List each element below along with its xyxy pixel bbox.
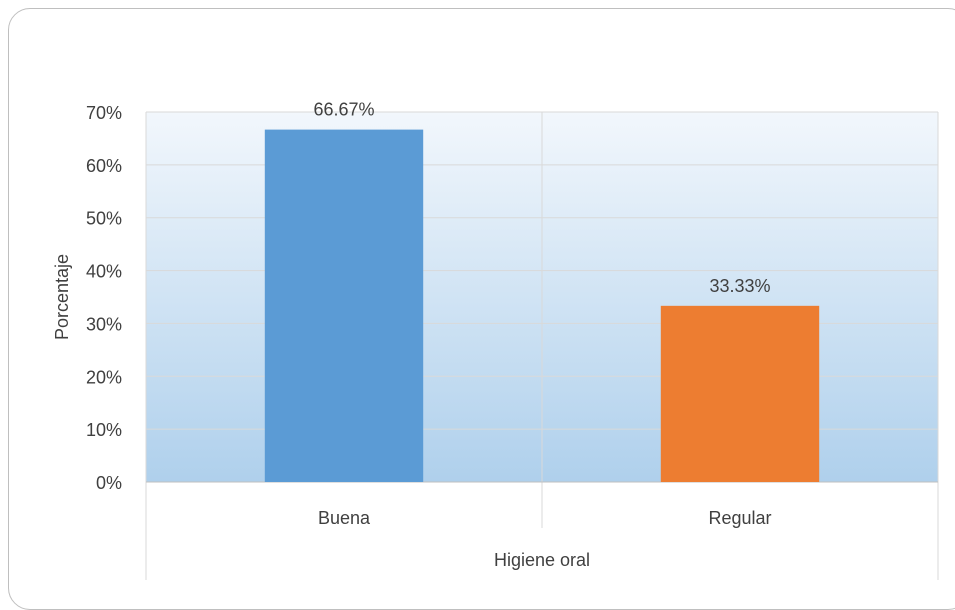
x-tick-label: Buena: [318, 508, 371, 528]
data-label: 33.33%: [709, 276, 770, 296]
y-tick-label: 60%: [86, 156, 122, 176]
labels: 0% 10% 20% 30% 40% 50% 60% 70% 66.67% Buena 33.33%…: [86, 100, 772, 528]
y-tick-label: 70%: [86, 103, 122, 123]
y-tick-label: 10%: [86, 420, 122, 440]
y-tick-label: 50%: [86, 209, 122, 229]
y-tick-label: 30%: [86, 314, 122, 334]
y-tick-label: 20%: [86, 367, 122, 387]
x-axis-title: Higiene oral: [494, 550, 590, 570]
y-axis-title: Porcentaje: [52, 254, 72, 340]
y-tick-label: 0%: [96, 473, 122, 493]
y-tick-label: 40%: [86, 262, 122, 282]
bars: [264, 129, 820, 482]
x-tick-label: Regular: [708, 508, 771, 528]
bar-buena: [264, 129, 424, 482]
bar-regular: [660, 305, 820, 482]
bar-chart: 0% 10% 20% 30% 40% 50% 60% 70% 66.67% Buena 33.33%…: [52, 100, 939, 580]
data-label: 66.67%: [313, 100, 374, 120]
